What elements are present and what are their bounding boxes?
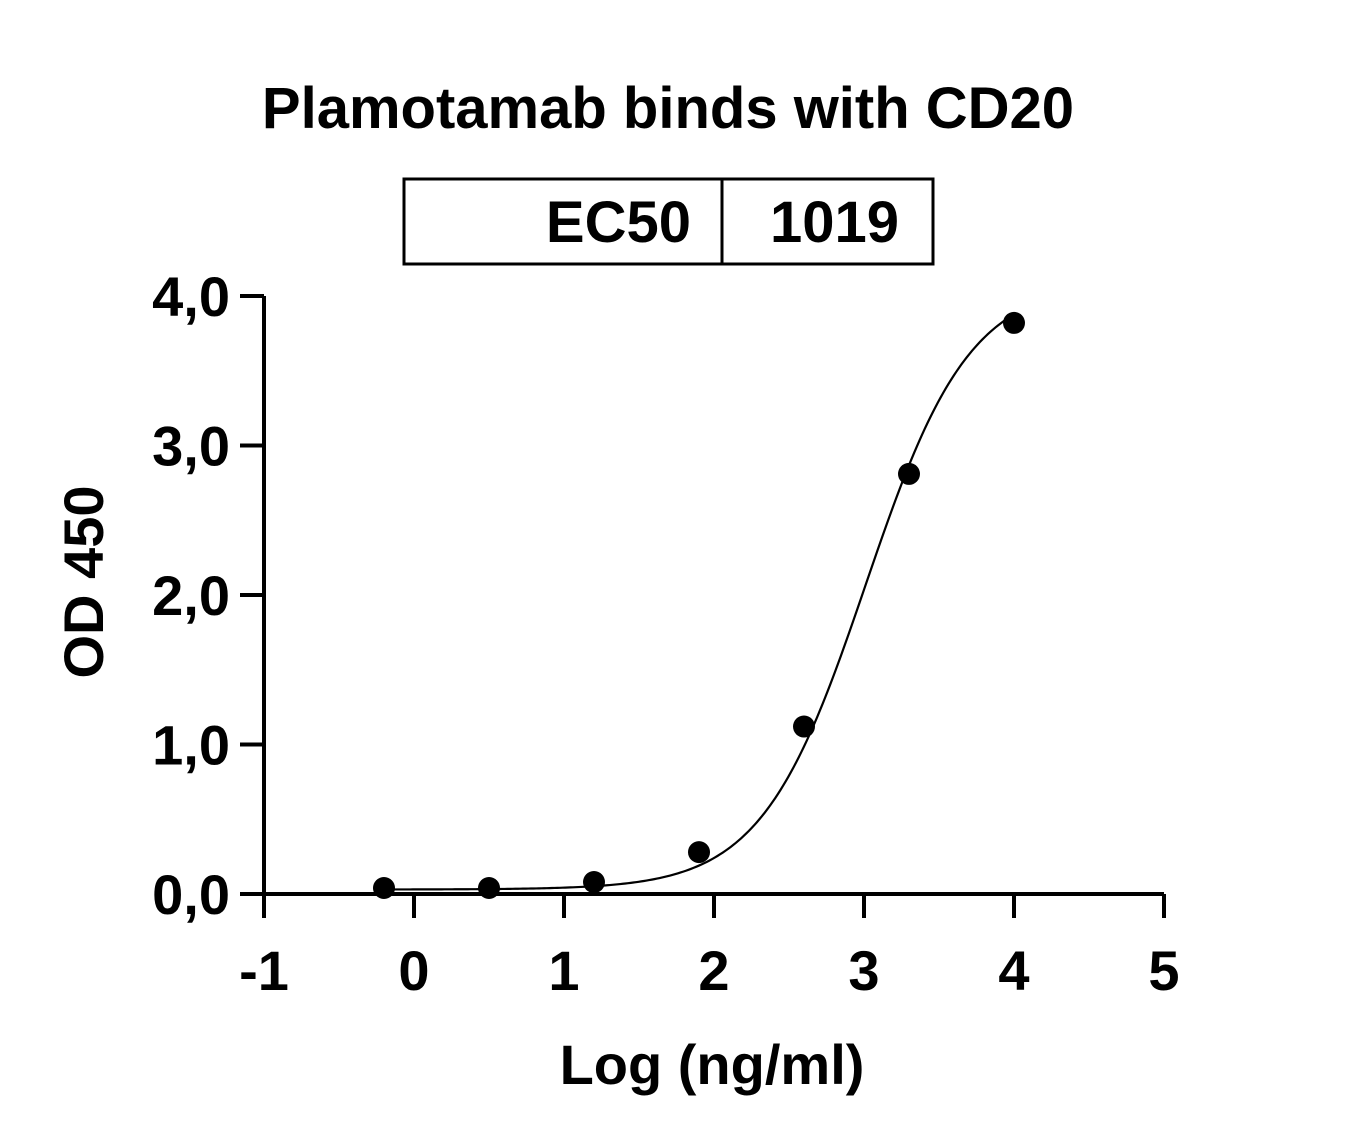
x-tick-label: 1 xyxy=(548,939,579,1002)
data-points xyxy=(373,311,1025,900)
y-tick-label: 4,0 xyxy=(152,265,230,328)
y-axis-ticks: 0,0 1,0 2,0 3,0 4,0 xyxy=(152,265,264,926)
data-point xyxy=(688,841,710,864)
x-tick-label: -1 xyxy=(239,939,289,1002)
data-point xyxy=(898,462,920,485)
x-tick-label: 2 xyxy=(698,939,729,1002)
data-point xyxy=(583,871,605,894)
x-tick-label: 0 xyxy=(398,939,429,1002)
y-tick-label: 3,0 xyxy=(152,415,230,478)
chart-title: Plamotamab binds with CD20 xyxy=(262,76,1074,141)
data-point xyxy=(1003,311,1025,334)
data-point xyxy=(373,877,395,900)
y-tick-label: 0,0 xyxy=(152,863,230,926)
y-axis-label: OD 450 xyxy=(52,486,115,679)
x-tick-label: 5 xyxy=(1148,939,1179,1002)
data-point xyxy=(793,715,815,738)
ec50-table: EC50 1019 xyxy=(402,177,935,266)
x-tick-label: 3 xyxy=(848,939,879,1002)
ec50-label: EC50 xyxy=(546,190,691,255)
y-tick-label: 2,0 xyxy=(152,564,230,627)
data-point xyxy=(478,877,500,900)
ec50-value: 1019 xyxy=(770,190,899,255)
x-axis-label: Log (ng/ml) xyxy=(560,1033,865,1096)
y-tick-label: 1,0 xyxy=(152,714,230,777)
x-tick-label: 4 xyxy=(998,939,1029,1002)
fit-curve xyxy=(383,313,1015,891)
x-axis-ticks: -1 0 1 2 3 4 5 xyxy=(239,894,1180,1002)
ec50-table-border xyxy=(402,177,935,266)
